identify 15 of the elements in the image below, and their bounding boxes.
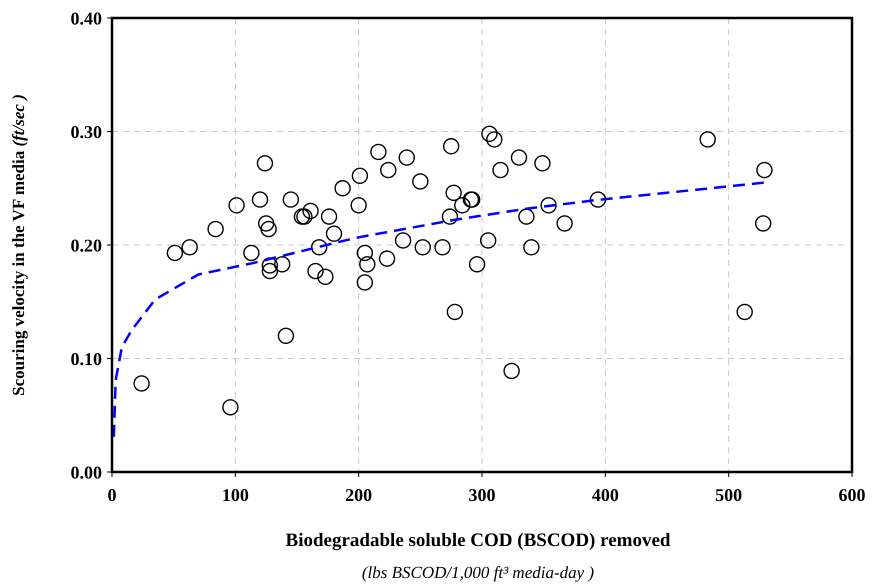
x-tick-label: 100	[222, 485, 249, 505]
y-tick-label: 0.10	[70, 348, 102, 369]
x-tick-label: 500	[715, 485, 742, 505]
y-tick-label: 0.00	[70, 462, 102, 482]
line-series	[112, 181, 766, 438]
x-tick-label: 300	[468, 485, 496, 505]
y-tick-label: 0.40	[70, 8, 102, 28]
x-tick-label: 0	[108, 485, 116, 505]
x-axis-title: Biodegradable soluble COD (BSCOD) removed (lbs BSCOD/1,000 ft³ media-day )	[286, 530, 671, 582]
y-tick-label: 0.30	[70, 122, 102, 142]
y-tick-label: 0.20	[70, 235, 102, 256]
x-tick-label: 400	[592, 485, 619, 505]
y-axis-title: Scouring velocity in the VF media (ft/sec )	[9, 94, 28, 396]
x-tick-label: 200	[345, 485, 372, 505]
x-tick-label: 600	[838, 485, 866, 505]
